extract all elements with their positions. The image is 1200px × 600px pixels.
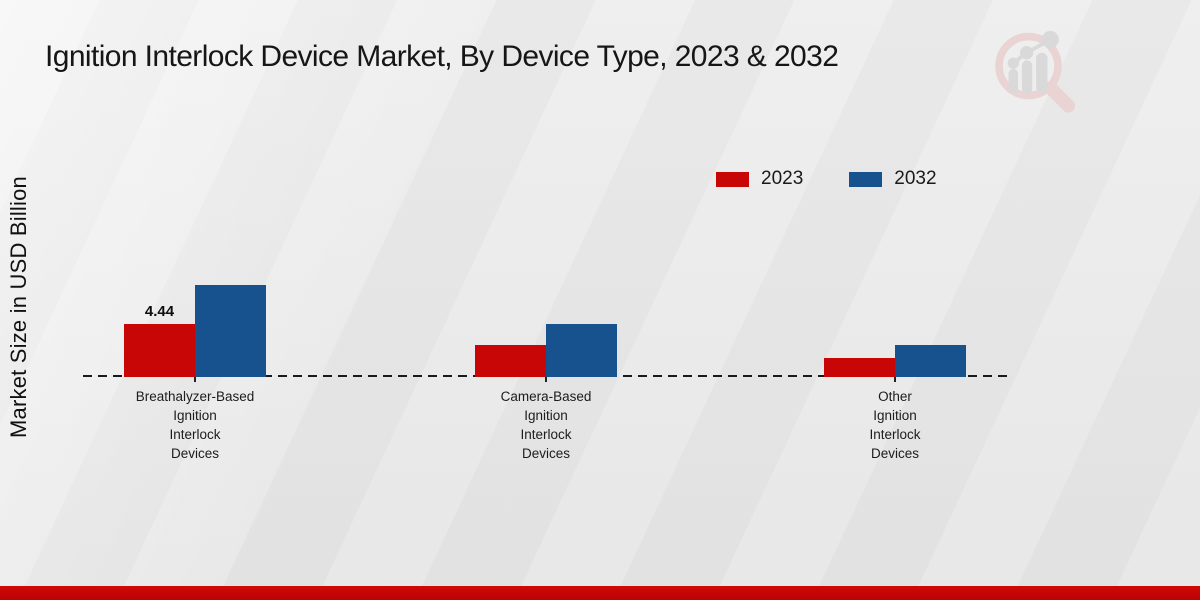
legend-label: 2023 xyxy=(761,168,804,189)
category-label: Breathalyzer-Based Ignition Interlock Devic… xyxy=(85,387,305,463)
category-label-line: Other xyxy=(878,389,912,404)
footer-band xyxy=(0,586,1200,600)
category-label-line: Devices xyxy=(870,446,919,461)
bar-group: Breathalyzer-Based Ignition Interlock Devic… xyxy=(124,247,266,461)
legend-item-2023: 2023 xyxy=(716,168,803,190)
plot-area: Breathalyzer-Based Ignition Interlock Devic… xyxy=(83,247,1007,461)
legend-item-2032: 2032 xyxy=(849,168,937,190)
category-label-line: Ignition xyxy=(524,408,568,423)
x-axis-tick xyxy=(545,377,547,382)
legend-swatch-icon xyxy=(716,171,749,187)
category-label-line: Breathalyzer-Based xyxy=(135,389,255,404)
magnifier-bar-chart-logo-icon xyxy=(995,30,1076,113)
category-label-line: Interlock xyxy=(869,427,921,442)
category-label-line: Camera-Based xyxy=(500,389,592,404)
bar-2023-category-3 xyxy=(824,358,895,377)
bar-2032-category-1 xyxy=(195,285,266,377)
bar-2023-category-1 xyxy=(124,324,195,377)
category-label-line: Ignition xyxy=(873,408,917,423)
legend-swatch-icon xyxy=(849,171,883,187)
category-label-line: Devices xyxy=(170,446,219,461)
category-label: Other Ignition Interlock Devices xyxy=(785,387,1005,463)
category-label-line: Interlock xyxy=(520,427,572,442)
bar-2032-category-3 xyxy=(895,345,966,377)
chart-title: Ignition Interlock Device Market, By Dev… xyxy=(45,40,839,73)
category-label: Camera-Based Ignition Interlock Devices xyxy=(436,387,656,463)
category-label-line: Devices xyxy=(521,446,570,461)
bar-value-label: 4.44 xyxy=(144,303,175,320)
category-label-line: Interlock xyxy=(169,427,221,442)
category-label-line: Ignition xyxy=(173,408,217,423)
bar-2023-category-2 xyxy=(475,345,546,377)
bar-group: Other Ignition Interlock Devices xyxy=(824,247,966,461)
y-axis-label: Market Size in USD Billion xyxy=(6,176,31,439)
bar-group: Camera-Based Ignition Interlock Devices xyxy=(475,247,617,461)
legend-label: 2032 xyxy=(894,168,937,189)
x-axis-tick xyxy=(194,377,196,382)
legend: 2023 2032 xyxy=(716,168,937,190)
x-axis-tick xyxy=(894,377,896,382)
bar-2032-category-2 xyxy=(546,324,617,377)
